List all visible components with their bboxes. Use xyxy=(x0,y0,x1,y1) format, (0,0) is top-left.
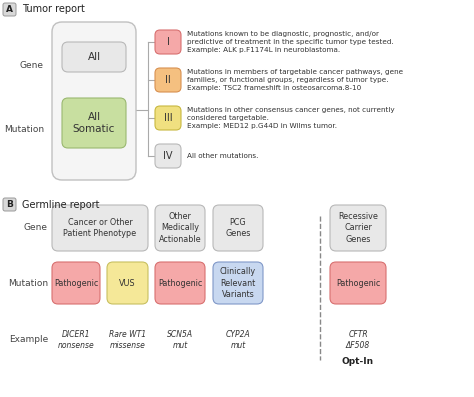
FancyBboxPatch shape xyxy=(52,262,100,304)
Text: IV: IV xyxy=(163,151,173,161)
Text: Mutations in members of targetable cancer pathways, gene
families, or functional: Mutations in members of targetable cance… xyxy=(187,69,403,91)
Text: Mutations in other consensus cancer genes, not currently
considered targetable.
: Mutations in other consensus cancer gene… xyxy=(187,107,395,129)
Text: SCN5A
mut: SCN5A mut xyxy=(167,330,193,350)
FancyBboxPatch shape xyxy=(107,262,148,304)
Text: Tumor report: Tumor report xyxy=(22,4,85,15)
FancyBboxPatch shape xyxy=(52,22,136,180)
Text: I: I xyxy=(166,37,169,47)
FancyBboxPatch shape xyxy=(155,30,181,54)
Text: Cancer or Other
Patient Phenotype: Cancer or Other Patient Phenotype xyxy=(64,218,137,238)
Text: CFTR
ΔF508: CFTR ΔF508 xyxy=(346,330,370,350)
Text: II: II xyxy=(165,75,171,85)
FancyBboxPatch shape xyxy=(330,262,386,304)
FancyBboxPatch shape xyxy=(3,3,16,16)
Text: Mutation: Mutation xyxy=(4,125,44,135)
FancyBboxPatch shape xyxy=(3,198,16,211)
Text: All other mutations.: All other mutations. xyxy=(187,153,258,159)
FancyBboxPatch shape xyxy=(155,262,205,304)
FancyBboxPatch shape xyxy=(62,42,126,72)
Text: B: B xyxy=(6,200,13,209)
FancyBboxPatch shape xyxy=(330,205,386,251)
Text: Recessive
Carrier
Genes: Recessive Carrier Genes xyxy=(338,212,378,244)
FancyBboxPatch shape xyxy=(62,98,126,148)
Text: Rare WT1
missense: Rare WT1 missense xyxy=(109,330,146,350)
FancyBboxPatch shape xyxy=(213,262,263,304)
Text: Opt-In: Opt-In xyxy=(342,358,374,366)
Text: VUS: VUS xyxy=(119,279,136,287)
Text: Pathogenic: Pathogenic xyxy=(336,279,380,287)
FancyBboxPatch shape xyxy=(155,144,181,168)
Text: Pathogenic: Pathogenic xyxy=(54,279,98,287)
Text: DICER1
nonsense: DICER1 nonsense xyxy=(58,330,94,350)
Text: PCG
Genes: PCG Genes xyxy=(225,218,251,238)
Text: Other
Medically
Actionable: Other Medically Actionable xyxy=(159,212,201,244)
Text: Germline report: Germline report xyxy=(22,200,100,210)
Text: Gene: Gene xyxy=(20,60,44,69)
Text: Gene: Gene xyxy=(24,224,48,233)
Text: All: All xyxy=(87,52,100,62)
FancyBboxPatch shape xyxy=(213,205,263,251)
Text: All
Somatic: All Somatic xyxy=(73,112,115,134)
Text: Pathogenic: Pathogenic xyxy=(158,279,202,287)
Text: Mutations known to be diagnostic, prognostic, and/or
predictive of treatment in : Mutations known to be diagnostic, progno… xyxy=(187,31,394,53)
FancyBboxPatch shape xyxy=(155,106,181,130)
FancyBboxPatch shape xyxy=(52,205,148,251)
Text: III: III xyxy=(164,113,173,123)
FancyBboxPatch shape xyxy=(155,68,181,92)
FancyBboxPatch shape xyxy=(155,205,205,251)
Text: Clinically
Relevant
Variants: Clinically Relevant Variants xyxy=(220,268,256,299)
Text: A: A xyxy=(6,5,13,14)
Text: Mutation: Mutation xyxy=(8,279,48,287)
Text: CYP2A
mut: CYP2A mut xyxy=(226,330,250,350)
Text: Example: Example xyxy=(9,335,48,345)
